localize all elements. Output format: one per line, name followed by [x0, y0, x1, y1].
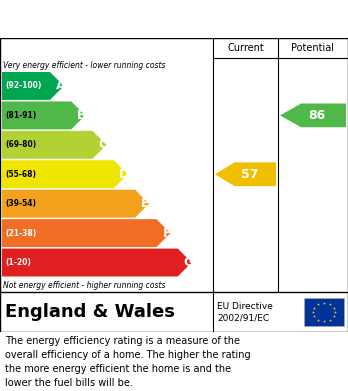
Text: (81-91): (81-91) [5, 111, 36, 120]
Polygon shape [2, 219, 171, 247]
Polygon shape [2, 160, 128, 188]
Text: 57: 57 [241, 168, 258, 181]
Text: Potential: Potential [292, 43, 334, 53]
Text: EU Directive
2002/91/EC: EU Directive 2002/91/EC [217, 301, 273, 323]
Text: A: A [56, 79, 65, 92]
Text: Energy Efficiency Rating: Energy Efficiency Rating [10, 11, 220, 27]
Text: E: E [141, 197, 150, 210]
Text: (69-80): (69-80) [5, 140, 36, 149]
Text: (55-68): (55-68) [5, 170, 36, 179]
Polygon shape [2, 72, 64, 100]
Text: G: G [183, 256, 193, 269]
Bar [304, 298, 344, 326]
Text: Current: Current [227, 43, 264, 53]
Text: (92-100): (92-100) [5, 81, 41, 90]
Text: F: F [163, 227, 171, 240]
Text: C: C [98, 138, 108, 151]
Polygon shape [2, 190, 149, 218]
Text: (21-38): (21-38) [5, 229, 36, 238]
Text: 86: 86 [309, 109, 326, 122]
Text: Very energy efficient - lower running costs: Very energy efficient - lower running co… [3, 61, 166, 70]
Text: The energy efficiency rating is a measure of the
overall efficiency of a home. T: The energy efficiency rating is a measur… [5, 336, 251, 388]
Polygon shape [2, 249, 192, 276]
Text: Not energy efficient - higher running costs: Not energy efficient - higher running co… [3, 280, 166, 289]
Polygon shape [215, 162, 276, 186]
Text: England & Wales: England & Wales [5, 303, 175, 321]
Polygon shape [2, 101, 85, 129]
Polygon shape [280, 104, 346, 127]
Text: (1-20): (1-20) [5, 258, 31, 267]
Text: B: B [77, 109, 86, 122]
Text: (39-54): (39-54) [5, 199, 36, 208]
Polygon shape [2, 131, 106, 159]
Text: D: D [119, 168, 129, 181]
